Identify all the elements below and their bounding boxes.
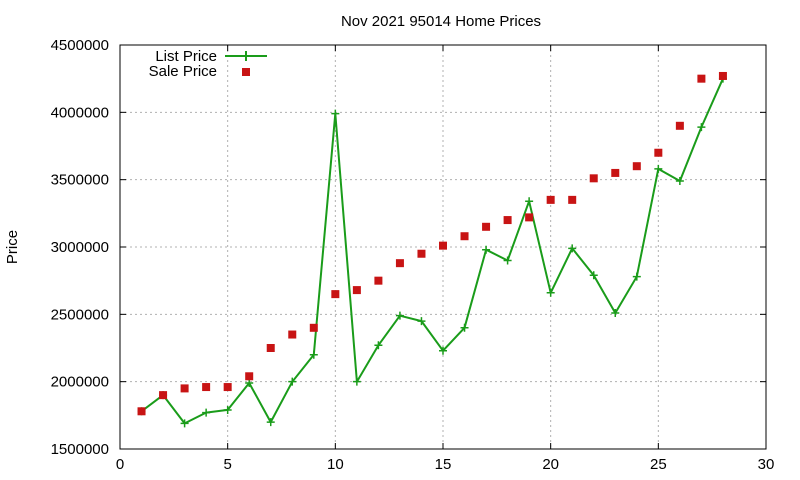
sale-price-point — [697, 74, 706, 83]
sale-price-point — [675, 121, 684, 130]
list-price-point — [395, 311, 404, 320]
x-tick-label: 25 — [650, 456, 667, 473]
list-price-point — [697, 123, 706, 132]
list-price-point — [266, 418, 275, 427]
list-price-point — [417, 317, 426, 326]
list-price-point — [352, 377, 361, 386]
sale-price-point — [417, 249, 426, 258]
list-price-point — [223, 405, 232, 414]
sale-price-point — [503, 216, 512, 225]
sale-price-point — [288, 330, 297, 339]
sale-price-point — [180, 384, 189, 393]
list-price-point — [460, 323, 469, 332]
legend-label-list-price: List Price — [155, 48, 217, 65]
sale-price-point — [395, 259, 404, 268]
list-price-point — [288, 377, 297, 386]
list-price-point — [374, 341, 383, 350]
list-price-point — [245, 379, 254, 388]
series-line-list-price — [140, 78, 724, 425]
legend-square-marker — [242, 68, 250, 76]
x-tick-label: 20 — [542, 456, 559, 473]
y-tick-label: 2000000 — [51, 374, 109, 391]
list-price-point — [202, 408, 211, 417]
list-price-point — [589, 271, 598, 280]
sale-price-point — [568, 195, 577, 204]
y-axis-label: Price — [4, 230, 21, 264]
sale-price-point — [482, 222, 491, 231]
list-price-point — [503, 256, 512, 265]
x-tick-label: 30 — [758, 456, 775, 473]
list-price-point — [675, 177, 684, 186]
chart-title: Nov 2021 95014 Home Prices — [341, 13, 541, 30]
y-tick-label: 3500000 — [51, 172, 109, 189]
sale-price-point — [223, 383, 232, 392]
x-tick-label: 10 — [327, 456, 344, 473]
sale-price-point — [245, 372, 254, 381]
list-price-point — [482, 245, 491, 254]
sale-price-point — [439, 241, 447, 250]
sale-price-point — [611, 168, 620, 177]
y-tick-label: 4000000 — [51, 104, 109, 121]
y-tick-label: 4500000 — [51, 37, 109, 54]
list-price-point — [546, 288, 555, 297]
list-price-point — [525, 197, 534, 206]
sale-price-point — [374, 276, 383, 285]
sale-price-point — [266, 344, 275, 352]
list-price-point — [309, 350, 318, 359]
y-tick-label: 1500000 — [51, 441, 109, 458]
sale-price-point — [525, 213, 534, 222]
sale-price-point — [589, 174, 598, 183]
x-tick-label: 0 — [116, 456, 124, 473]
series-marks — [137, 71, 727, 428]
list-price-point — [568, 244, 577, 253]
list-price-point — [632, 272, 641, 281]
sale-price-point — [352, 286, 361, 295]
sale-price-point — [331, 290, 340, 299]
sale-price-point — [718, 71, 727, 80]
sale-price-point — [654, 148, 663, 157]
x-tick-label: 5 — [223, 456, 231, 473]
list-price-point — [654, 164, 663, 173]
sale-price-point — [159, 391, 168, 400]
y-tick-label: 2500000 — [51, 306, 109, 323]
legend: List Price Sale Price — [149, 48, 267, 80]
y-tick-label: 3000000 — [51, 239, 109, 256]
sale-price-point — [546, 195, 555, 204]
sale-price-point — [309, 323, 318, 332]
sale-price-point — [460, 232, 469, 241]
list-price-point — [439, 346, 447, 355]
x-tick-label: 15 — [435, 456, 452, 473]
plot-frame — [119, 44, 767, 450]
list-price-point — [180, 419, 189, 428]
list-price-point — [611, 308, 620, 317]
legend-plus-marker — [241, 51, 251, 61]
sale-price-point — [202, 383, 211, 392]
sale-price-point — [632, 162, 641, 171]
list-price-point — [331, 109, 340, 118]
sale-price-point — [137, 407, 146, 416]
tick-labels: 0 5 10 15 20 25 30 1500000 2000000 2500000 3000000… — [51, 37, 775, 473]
legend-label-sale-price: Sale Price — [149, 63, 217, 80]
